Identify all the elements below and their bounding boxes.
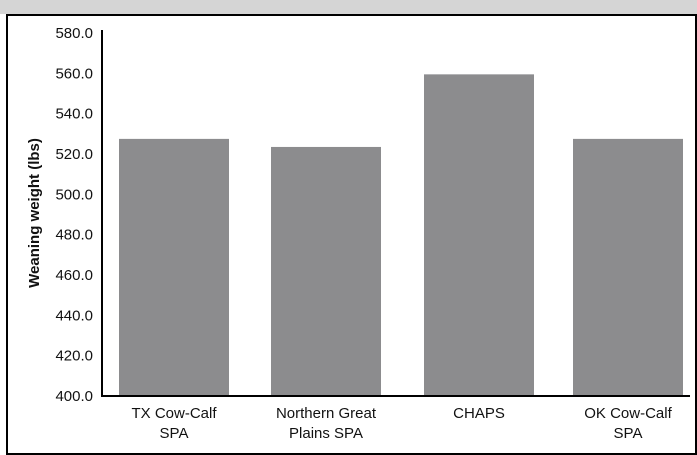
y-ticks-group: 400.0 420.0 440.0 460.0 480.0 500.0 520.0 540.0… (55, 25, 93, 405)
x-tick-label: OK Cow-Calf SPA (584, 405, 672, 442)
y-tick-label: 440.0 (55, 307, 93, 324)
x-tick-labels-group: TX Cow-Calf SPA Northern Great Plains SPA CH… (131, 405, 672, 442)
bar-3 (573, 138, 683, 395)
y-tick-label: 540.0 (55, 106, 93, 123)
bars-group (119, 74, 683, 395)
y-tick-label: 420.0 (55, 348, 93, 365)
bar-1 (271, 146, 381, 395)
x-tick-label: CHAPS (453, 405, 505, 422)
y-tick-label: 580.0 (55, 25, 93, 42)
x-tick-label: Northern Great Plains SPA (276, 405, 377, 442)
y-tick-label: 500.0 (55, 186, 93, 203)
x-tick-label: TX Cow-Calf SPA (131, 405, 217, 442)
bar-2 (424, 74, 534, 395)
y-tick-label: 460.0 (55, 267, 93, 284)
header-strip (0, 0, 697, 14)
y-tick-label: 480.0 (55, 227, 93, 244)
y-tick-label: 520.0 (55, 146, 93, 163)
y-axis-label: Weaning weight (lbs) (26, 138, 43, 288)
y-tick-label: 400.0 (55, 388, 93, 405)
y-tick-label: 560.0 (55, 65, 93, 82)
bar-0 (119, 138, 229, 395)
